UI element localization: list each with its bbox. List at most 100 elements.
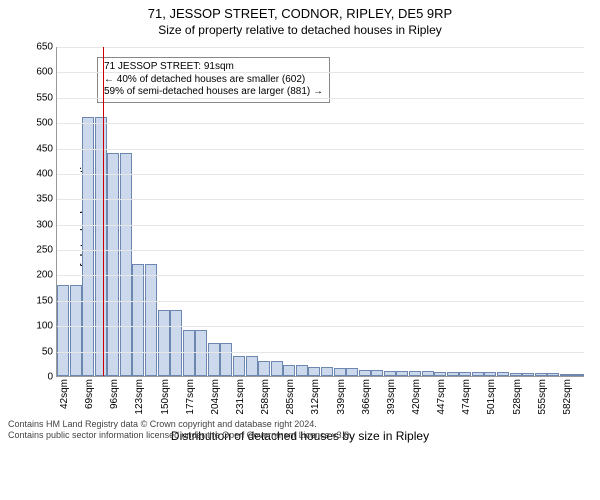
x-tick-label: 285sqm (285, 379, 296, 415)
bar (510, 373, 522, 376)
bar (359, 370, 371, 376)
x-tick-label: 555sqm (537, 379, 548, 415)
y-tick-label: 200 (36, 270, 57, 281)
bar (283, 365, 295, 376)
bar (120, 153, 132, 376)
marker-line (103, 47, 104, 376)
bar (484, 372, 496, 376)
x-tick-label: 420sqm (411, 379, 422, 415)
page-title: 71, JESSOP STREET, CODNOR, RIPLEY, DE5 9… (0, 0, 600, 21)
bar (82, 117, 94, 376)
bar (522, 373, 534, 376)
gridline (57, 301, 584, 302)
bar (535, 373, 547, 376)
gridline (57, 72, 584, 73)
bar (434, 372, 446, 376)
bar (547, 373, 559, 376)
bar (459, 372, 471, 376)
bar (308, 367, 320, 376)
y-tick-label: 50 (42, 346, 57, 357)
x-tick-label: 393sqm (386, 379, 397, 415)
gridline (57, 199, 584, 200)
y-tick-label: 500 (36, 118, 57, 129)
x-tick-label: 582sqm (562, 379, 573, 415)
bar (371, 370, 383, 376)
bar (208, 343, 220, 376)
bar (472, 372, 484, 376)
y-tick-label: 300 (36, 219, 57, 230)
bar (95, 117, 107, 376)
gridline (57, 149, 584, 150)
x-tick-label: 258sqm (260, 379, 271, 415)
bar (409, 371, 421, 376)
bar (70, 285, 82, 376)
x-tick-label: 123sqm (134, 379, 145, 415)
bar (384, 371, 396, 376)
gridline (57, 98, 584, 99)
y-tick-label: 400 (36, 168, 57, 179)
bar (183, 330, 195, 376)
gridline (57, 250, 584, 251)
x-tick-label: 177sqm (185, 379, 196, 415)
bar (422, 371, 434, 376)
y-tick-label: 100 (36, 321, 57, 332)
x-tick-label: 231sqm (235, 379, 246, 415)
bar (107, 153, 119, 376)
y-tick-label: 350 (36, 194, 57, 205)
footer-line-1: Contains HM Land Registry data © Crown c… (8, 419, 352, 430)
bar (233, 356, 245, 376)
x-tick-label: 96sqm (109, 379, 120, 409)
x-tick-label: 501sqm (486, 379, 497, 415)
y-tick-label: 600 (36, 67, 57, 78)
annotation-line-3: 59% of semi-detached houses are larger (… (104, 86, 323, 99)
gridline (57, 352, 584, 353)
x-tick-label: 447sqm (436, 379, 447, 415)
bar (497, 372, 509, 376)
y-tick-label: 450 (36, 143, 57, 154)
bar (572, 374, 584, 376)
y-tick-label: 550 (36, 92, 57, 103)
footer-text: Contains HM Land Registry data © Crown c… (8, 419, 352, 442)
footer-line-2: Contains public sector information licen… (8, 430, 352, 441)
x-tick-label: 528sqm (512, 379, 523, 415)
x-tick-label: 366sqm (361, 379, 372, 415)
y-tick-label: 650 (36, 42, 57, 53)
bar (321, 367, 333, 376)
gridline (57, 275, 584, 276)
plot-area: 71 JESSOP STREET: 91sqm ← 40% of detache… (56, 47, 584, 377)
x-tick-label: 474sqm (461, 379, 472, 415)
annotation-box: 71 JESSOP STREET: 91sqm ← 40% of detache… (97, 57, 330, 103)
gridline (57, 123, 584, 124)
annotation-line-2: ← 40% of detached houses are smaller (60… (104, 74, 323, 87)
bar (258, 361, 270, 376)
bar (396, 371, 408, 376)
subtitle: Size of property relative to detached ho… (0, 21, 600, 37)
x-tick-label: 339sqm (336, 379, 347, 415)
gridline (57, 174, 584, 175)
bar (346, 368, 358, 376)
bar (246, 356, 258, 376)
bar (296, 365, 308, 376)
bar (220, 343, 232, 376)
gridline (57, 326, 584, 327)
y-tick-label: 150 (36, 295, 57, 306)
x-tick-label: 42sqm (59, 379, 70, 409)
bar (334, 368, 346, 376)
bar (170, 310, 182, 376)
bar (560, 374, 572, 376)
x-tick-label: 69sqm (84, 379, 95, 409)
bar (158, 310, 170, 376)
chart-container: Number of detached properties 71 JESSOP … (0, 37, 600, 447)
bar (145, 264, 157, 376)
bar (271, 361, 283, 376)
gridline (57, 225, 584, 226)
bar (57, 285, 69, 376)
y-tick-label: 250 (36, 245, 57, 256)
gridline (57, 47, 584, 48)
x-tick-label: 204sqm (210, 379, 221, 415)
bar (195, 330, 207, 376)
x-tick-label: 312sqm (310, 379, 321, 415)
x-tick-label: 150sqm (160, 379, 171, 415)
bar (447, 372, 459, 376)
bar (132, 264, 144, 376)
